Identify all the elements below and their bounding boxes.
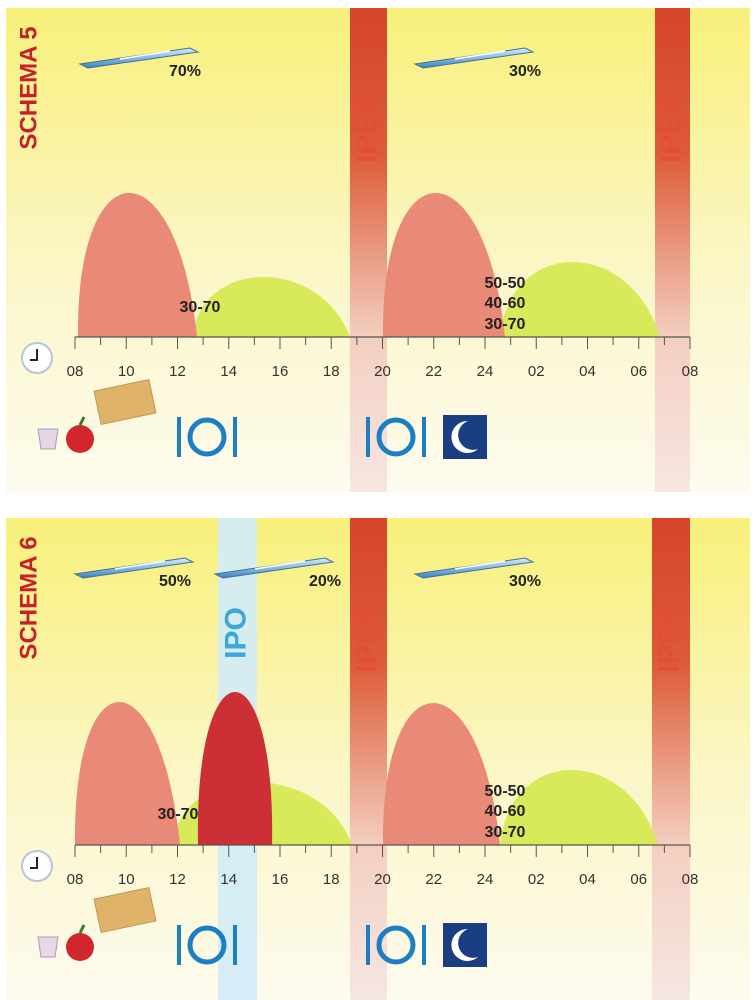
time-label: 24 [477, 363, 494, 380]
hyper-label: IPER [350, 93, 383, 163]
moon-icon [451, 420, 478, 453]
curve-label: 30-70 [485, 824, 526, 841]
time-label: 08 [682, 871, 699, 888]
dose-label: 20% [309, 573, 341, 590]
curve-label: 30-70 [485, 316, 526, 333]
time-label: 10 [118, 871, 135, 888]
apple-icon [66, 425, 94, 453]
time-label: 08 [67, 363, 84, 380]
plate-icon [376, 417, 416, 457]
pen-clip [454, 50, 506, 60]
time-label: 06 [630, 871, 647, 888]
cracker-icon [93, 378, 157, 426]
curve-label: 50-50 [485, 275, 526, 292]
pen-clip [114, 560, 166, 570]
hyper-label: IPER [654, 93, 687, 163]
time-label: 14 [220, 871, 237, 888]
dose-label: 50% [159, 573, 191, 590]
apple-stem [78, 924, 86, 934]
pink-curve [74, 702, 180, 845]
time-label: 24 [477, 871, 494, 888]
panel: IPO IPER IPER SCHEMA 6 50% 20% 30% 30-70 50-50 40… [6, 518, 750, 1000]
hyper-band [350, 518, 387, 1000]
apple-stem [78, 416, 86, 426]
green-curve [500, 770, 658, 845]
time-label: 08 [682, 363, 699, 380]
curve-label: 50-50 [485, 783, 526, 800]
curve-label: 40-60 [485, 295, 526, 312]
moon-icon [451, 928, 478, 961]
cracker-icon [93, 886, 157, 934]
dose-label: 70% [169, 63, 201, 80]
plate-icon [187, 925, 227, 965]
time-label: 18 [323, 871, 340, 888]
plate-icon [187, 417, 227, 457]
curve-label: 40-60 [485, 803, 526, 820]
hyper-label: IPER [350, 603, 383, 673]
pink-curve [77, 193, 197, 337]
time-label: 20 [374, 871, 391, 888]
time-label: 14 [220, 363, 237, 380]
hyper-band [350, 8, 387, 492]
time-label: 22 [425, 871, 442, 888]
time-label: 02 [528, 363, 545, 380]
pink-curve [382, 193, 505, 337]
panel: IPER IPER SCHEMA 5 70% 30% 30-70 50-50 40-60 30-… [6, 8, 750, 492]
red-curve [197, 692, 273, 845]
pen-clip [454, 560, 506, 570]
time-label: 16 [272, 363, 289, 380]
time-label: 10 [118, 363, 135, 380]
time-label: 22 [425, 363, 442, 380]
clock-hands [30, 857, 38, 869]
hyper-band [652, 518, 690, 1000]
plate-icon [376, 925, 416, 965]
panel-title: SCHEMA 6 [15, 536, 42, 659]
pen-clip [119, 50, 171, 60]
hyper-label: IPER [653, 603, 686, 673]
time-label: 04 [579, 363, 596, 380]
hypo-label: IPO [219, 607, 252, 659]
time-label: 06 [630, 363, 647, 380]
green-curve [500, 262, 660, 337]
time-label: 04 [579, 871, 596, 888]
cup-icon [37, 428, 59, 450]
time-label: 12 [169, 871, 186, 888]
time-label: 08 [67, 871, 84, 888]
time-label: 12 [169, 363, 186, 380]
dose-label: 30% [509, 573, 541, 590]
pen-clip [254, 560, 306, 570]
time-label: 02 [528, 871, 545, 888]
apple-icon [66, 933, 94, 961]
pink-curve [382, 703, 500, 845]
clock-hands [30, 349, 38, 361]
dose-label: 30% [509, 63, 541, 80]
panel-title: SCHEMA 5 [15, 26, 42, 149]
green-curve [192, 277, 350, 337]
hyper-band [655, 8, 690, 492]
curve-label: 30-70 [158, 806, 199, 823]
cup-icon [37, 936, 59, 958]
time-label: 18 [323, 363, 340, 380]
time-label: 16 [272, 871, 289, 888]
curve-label: 30-70 [180, 299, 221, 316]
time-label: 20 [374, 363, 391, 380]
